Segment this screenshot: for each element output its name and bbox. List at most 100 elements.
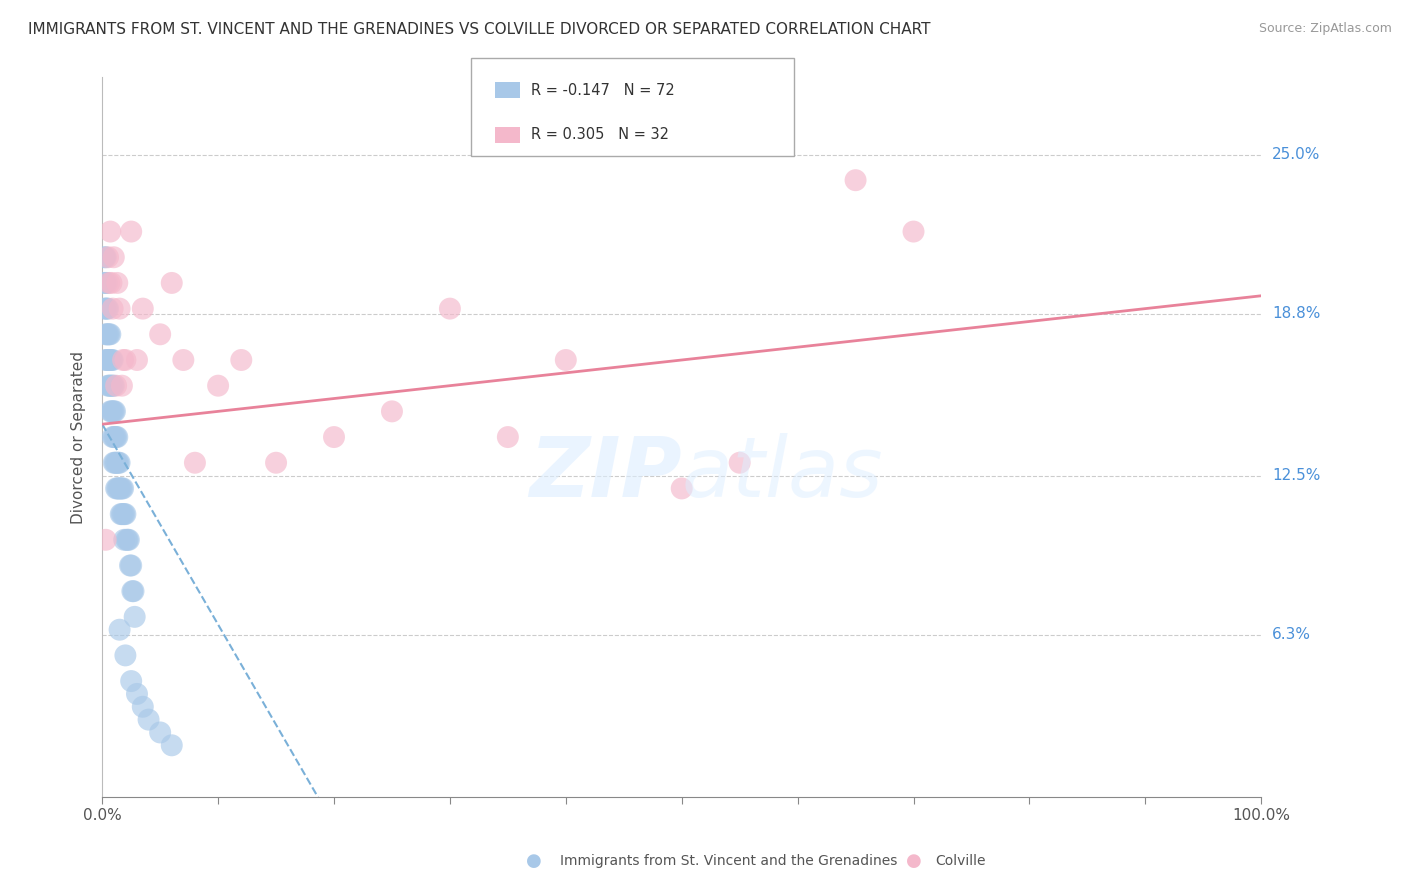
Text: ZIP: ZIP (529, 433, 682, 514)
Point (100, 276, 122, 290)
Point (94, 327, 117, 342)
Point (98, 225, 121, 239)
Point (111, 378, 134, 392)
Point (98, 276, 121, 290)
Point (96, 327, 118, 342)
Point (149, 327, 172, 342)
Point (100, 353, 122, 368)
Point (97, 327, 120, 342)
Point (381, 404, 404, 418)
Point (96, 276, 118, 290)
Point (96, 353, 118, 368)
Point (124, 610, 146, 624)
Point (112, 507, 135, 521)
Point (108, 456, 131, 470)
Point (103, 456, 125, 470)
Point (104, 456, 127, 470)
Point (105, 276, 128, 290)
Point (93, 276, 115, 290)
Text: atlas: atlas (682, 433, 883, 514)
Point (728, 456, 751, 470)
Text: R = 0.305   N = 32: R = 0.305 N = 32 (531, 128, 669, 142)
Point (93, 250, 115, 264)
Point (103, 250, 125, 264)
Point (108, 482, 131, 496)
Point (105, 378, 128, 392)
Point (96, 301, 118, 316)
Point (121, 584, 143, 599)
Point (94, 301, 117, 316)
Point (97, 378, 120, 392)
Point (439, 301, 461, 316)
Point (496, 430, 519, 444)
Text: R = -0.147   N = 72: R = -0.147 N = 72 (531, 83, 675, 97)
Point (125, 687, 148, 701)
Point (107, 456, 129, 470)
Point (94, 276, 117, 290)
Point (103, 430, 125, 444)
Point (903, 225, 925, 239)
Point (103, 378, 125, 392)
Point (104, 404, 127, 418)
Point (105, 430, 128, 444)
Point (97, 250, 120, 264)
Text: 25.0%: 25.0% (1272, 147, 1320, 162)
Point (108, 623, 131, 637)
Point (101, 353, 124, 368)
Point (105, 482, 128, 496)
Point (94, 353, 117, 368)
Point (323, 430, 346, 444)
Point (110, 482, 132, 496)
Text: 18.8%: 18.8% (1272, 306, 1320, 321)
Point (98, 353, 121, 368)
Point (93, 301, 115, 316)
Text: IMMIGRANTS FROM ST. VINCENT AND THE GRENADINES VS COLVILLE DIVORCED OR SEPARATED: IMMIGRANTS FROM ST. VINCENT AND THE GREN… (28, 22, 931, 37)
Text: ●: ● (526, 852, 543, 870)
Point (101, 301, 124, 316)
Text: 6.3%: 6.3% (1272, 627, 1312, 642)
Point (101, 430, 124, 444)
Point (103, 404, 125, 418)
Point (184, 456, 207, 470)
Point (100, 378, 122, 392)
Point (120, 674, 142, 689)
Point (114, 648, 136, 663)
Point (98, 404, 121, 418)
Point (105, 482, 128, 496)
Text: Colville: Colville (935, 854, 986, 868)
Point (111, 482, 134, 496)
Point (101, 404, 124, 418)
Point (98, 378, 121, 392)
Point (105, 430, 128, 444)
Point (264, 456, 287, 470)
Text: Source: ZipAtlas.com: Source: ZipAtlas.com (1258, 22, 1392, 36)
Point (97, 353, 120, 368)
Point (120, 225, 142, 239)
Point (111, 507, 134, 521)
Point (100, 404, 122, 418)
Point (98, 378, 121, 392)
Point (94, 533, 117, 547)
Point (132, 301, 155, 316)
Point (105, 456, 128, 470)
Text: 12.5%: 12.5% (1272, 468, 1320, 483)
Point (125, 353, 148, 368)
Point (98, 353, 121, 368)
Point (112, 482, 135, 496)
Point (97, 301, 120, 316)
Point (120, 558, 142, 573)
Point (845, 173, 868, 187)
Point (207, 378, 229, 392)
Text: ●: ● (905, 852, 922, 870)
Point (105, 456, 128, 470)
Point (101, 378, 124, 392)
Point (94, 250, 117, 264)
Point (149, 725, 172, 739)
Point (118, 533, 141, 547)
Point (160, 739, 183, 753)
Point (110, 507, 132, 521)
Point (98, 327, 121, 342)
Point (118, 558, 141, 573)
Point (231, 353, 253, 368)
Text: Immigrants from St. Vincent and the Grenadines: Immigrants from St. Vincent and the Gren… (560, 854, 897, 868)
